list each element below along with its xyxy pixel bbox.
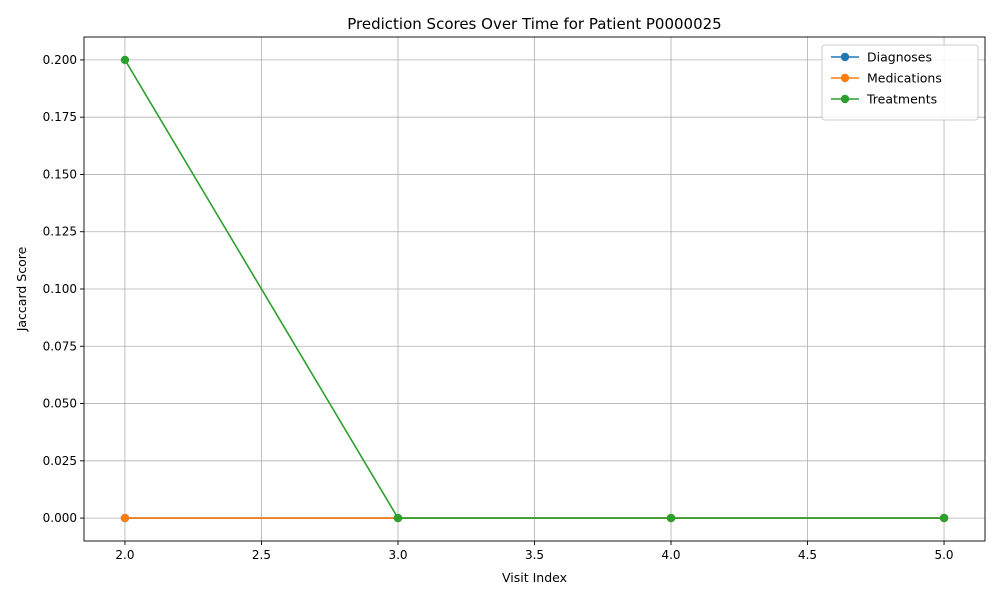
x-axis-label: Visit Index [502,570,567,585]
y-tick-label: 0.075 [43,339,77,353]
x-tick-label: 3.5 [525,548,544,562]
y-tick-label: 0.175 [43,110,77,124]
x-tick-label: 4.0 [661,548,680,562]
y-tick-label: 0.150 [43,167,77,181]
axis-ticks: 2.0 2.5 3.0 3.5 4.0 4.5 5.0 0.000 0.025 0.050 0.07… [43,53,954,562]
x-tick-label: 5.0 [934,548,953,562]
series-layer [120,55,949,523]
data-point-medications [120,513,130,523]
x-tick-label: 2.0 [115,548,134,562]
legend-label-treatments: Treatments [866,92,937,107]
data-point-treatments [666,513,676,523]
legend-marker-treatments [840,94,850,104]
y-tick-label: 0.200 [43,53,77,67]
legend: Diagnoses Medications Treatments [821,44,979,121]
y-tick-label: 0.100 [43,282,77,296]
legend-box [821,44,979,121]
y-tick-label: 0.125 [43,225,77,239]
y-axis-label: Jaccard Score [14,246,29,332]
legend-marker-medications [840,73,850,83]
x-tick-label: 3.0 [388,548,407,562]
data-point-treatments [939,513,949,523]
y-tick-label: 0.000 [43,511,77,525]
x-tick-label: 4.5 [798,548,817,562]
y-tick-label: 0.025 [43,454,77,468]
series-line-treatments [124,59,945,519]
x-tick-label: 2.5 [252,548,271,562]
grid [84,37,985,541]
legend-label-diagnoses: Diagnoses [867,50,932,65]
data-point-treatments [393,513,403,523]
chart-title: Prediction Scores Over Time for Patient … [347,15,721,33]
data-point-treatments [120,55,130,65]
legend-label-medications: Medications [867,71,942,86]
y-tick-label: 0.050 [43,397,77,411]
legend-marker-diagnoses [840,52,850,62]
